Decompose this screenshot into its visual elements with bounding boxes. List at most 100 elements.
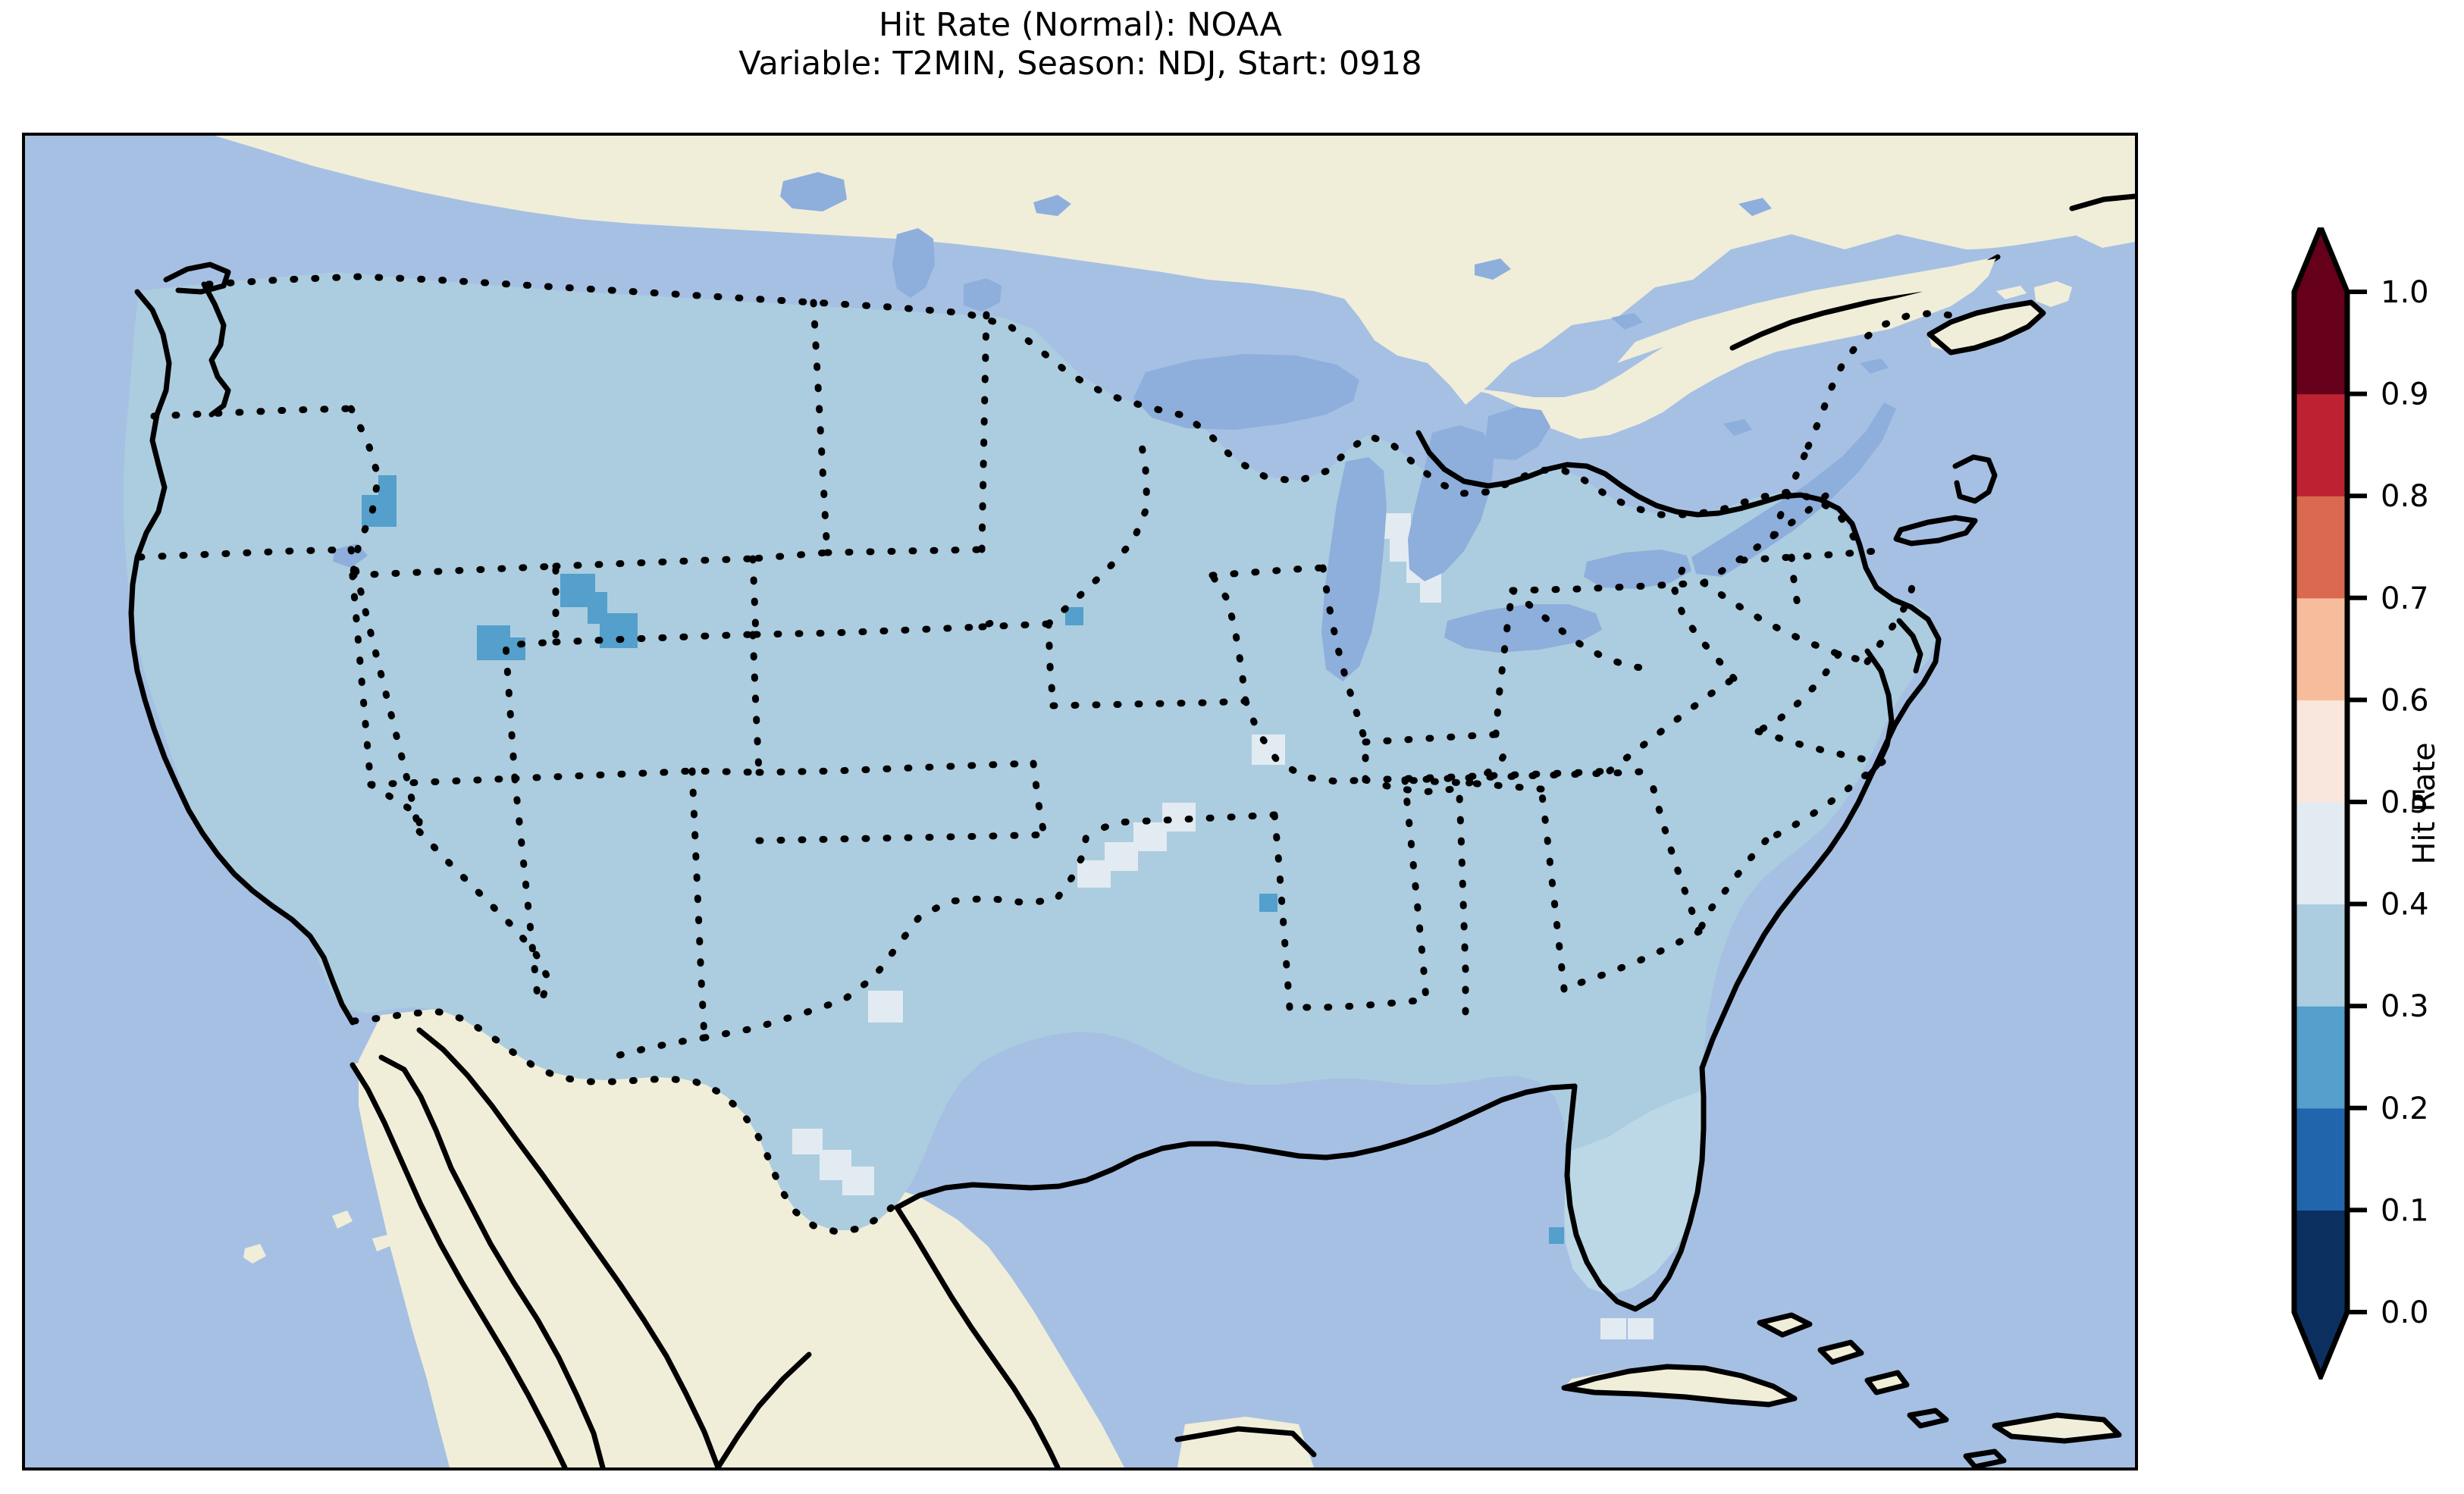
baja-east-coast [378,1054,606,1467]
newfoundland-coast [2069,193,2135,211]
figure-title: Hit Rate (Normal): NOAA Variable: T2MIN,… [0,6,2161,83]
colorbar-band [2294,802,2347,905]
colorbar[interactable]: 1.0 0.9 0.8 0.7 0.6 0.5 0.4 0.3 0.2 0.1 0.0 Hit Ra… [2274,227,2464,1380]
chesapeake-bay [1864,648,1895,780]
colorbar-tick-label: 0.2 [2381,1092,2429,1126]
border-ms-la-ar [1401,776,1545,793]
colorbar-tick-label: 0.1 [2381,1193,2429,1228]
quebec-inland [1617,258,1996,363]
border-nv-ut [349,572,375,788]
cape-breton [2034,281,2072,307]
small-lake-c [1611,313,1643,330]
colorbar-tick-label: 0.9 [2381,377,2429,412]
baja-california [353,1057,603,1467]
antilles-a [1907,1408,1949,1429]
border-sd-ne [752,614,1007,638]
border-wv-va [1671,565,1738,682]
border-nv-az [367,781,423,835]
border-id-mt [347,405,382,579]
border-in-oh [1362,731,1500,746]
atlantic-coastline [1485,462,1942,1071]
colorbar-band [2294,904,2347,1007]
colorbar-over-arrow [2294,227,2347,292]
great-slave-lake [780,172,847,211]
border-nc-sc [1762,758,1886,844]
gulf-coastline [894,1083,1578,1211]
baja-island-c [372,1235,392,1251]
newfoundland [2072,195,2135,248]
high-hitrate-patches [792,513,1654,1339]
mexico-gulf-coast [894,1204,1061,1467]
border-mn-ia [1045,620,1057,709]
border-mt-nd [749,299,831,562]
border-ma-ct-ri [1739,547,1879,564]
title-line-2: Variable: T2MIN, Season: NDJ, Start: 091… [738,44,1422,83]
nova-scotia-coast [1926,299,2046,355]
border-mt-wy [552,555,757,570]
colorbar-canvas: 1.0 0.9 0.8 0.7 0.6 0.5 0.4 0.3 0.2 0.1 0.0 [2291,227,2429,1380]
border-ar-la [1286,776,1430,1011]
border-us-mexico [350,1008,899,1236]
colorbar-band [2294,292,2347,395]
mexico-pacific-coast [715,1351,812,1467]
border-wi-il [1208,564,1327,579]
great-lakes [333,172,1896,681]
delaware-bay [1896,618,1923,674]
lake-erie [1444,604,1602,653]
border-il-in [1319,564,1369,746]
border-id-wy [349,562,560,579]
baja-island-a [243,1244,266,1264]
state-borders [136,273,1961,1236]
colorbar-tick-label: 0.7 [2381,581,2429,616]
colorbar-tick-labels: 1.0 0.9 0.8 0.7 0.6 0.5 0.4 0.3 0.2 0.1 0.0 [2381,275,2429,1330]
border-sc-ga [1695,837,1770,935]
canada-landmass [215,136,2135,405]
lake-superior [1133,354,1359,430]
border-nh-me [1804,309,1961,450]
border-ia-mo [1049,697,1249,709]
prince-edward-island [1996,286,2027,299]
land-mask-overlays [1617,258,1996,363]
conus-base-fill [124,272,1937,1295]
border-va-nc [1754,728,1886,766]
border-ca-nv [347,546,423,835]
border-md-va [1754,650,1842,735]
border-ut-az [367,775,519,788]
colorbar-tick-label: 0.5 [2381,785,2429,820]
vancouver-island [163,262,231,295]
colorbar-axis-label: Hit Rate [2407,742,2442,865]
border-ga-al [1645,767,1703,935]
antilles-b [1963,1449,2007,1467]
small-lake-f [1860,359,1889,374]
cape-cod [1952,454,1998,504]
conus-hitrate-raster [124,172,1937,1339]
st-lawrence-river [1691,402,1896,577]
hispaniola-coast [1992,1412,2122,1444]
bahamas-chain-3 [1864,1370,1910,1395]
colorbar-band [2294,700,2347,803]
small-lake-e [1723,419,1752,436]
border-al-ms [1538,785,1568,993]
border-ar-tx-ok [1271,811,1293,1011]
border-us-canada [205,273,1857,541]
border-ok-tx [701,831,1090,1041]
border-az-nm [511,775,541,1001]
maine-coast [1415,430,1491,489]
colorbar-band [2294,393,2347,496]
bahamas-chain [1757,1312,1813,1338]
baja-island-b [332,1211,353,1229]
border-ne-ks [755,760,1037,776]
colorbar-band [2294,1006,2347,1109]
border-ca-az [415,828,552,1010]
border-nd-sd [823,546,986,556]
colorbar-band [2294,1210,2347,1313]
lake-ontario [1584,550,1691,589]
border-ga-fl [1560,928,1703,993]
colorbar-tick-label: 0.6 [2381,683,2429,718]
border-wa-or [150,405,355,420]
border-oh-wv-pa [1492,587,1516,738]
colorbar-tick-label: 0.8 [2381,479,2429,514]
border-ks-mo [1030,760,1048,838]
colorbar-under-arrow [2294,1312,2347,1377]
